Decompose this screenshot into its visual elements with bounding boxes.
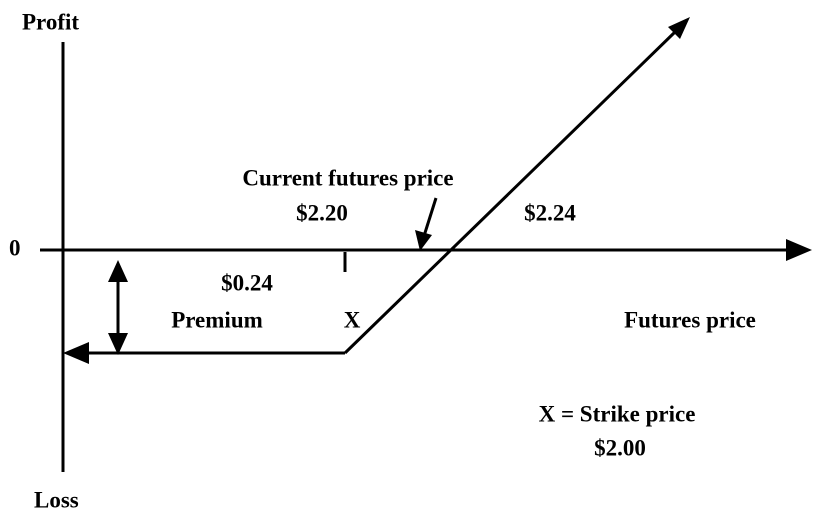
profit-label: Profit: [22, 9, 79, 34]
strike-marker: X: [344, 307, 361, 332]
pointer-arrow: [415, 230, 432, 251]
premium-value: $0.24: [221, 270, 273, 295]
premium-label: Premium: [171, 307, 263, 332]
payoff-flat-arrow: [63, 342, 89, 364]
x-axis-arrow: [786, 239, 812, 261]
loss-label: Loss: [34, 487, 79, 512]
breakeven: $2.24: [524, 200, 576, 225]
premium-arrow-down: [108, 333, 128, 355]
premium-arrow-up: [108, 260, 128, 282]
current-price-title: Current futures price: [242, 165, 453, 190]
pointer-line: [422, 197, 438, 237]
x-axis-label: Futures price: [624, 307, 756, 332]
strike-title: X = Strike price: [539, 401, 696, 426]
payoff-rising: [343, 30, 677, 355]
payoff-rising-arrow: [668, 17, 690, 39]
current-price: $2.20: [296, 200, 348, 225]
origin-label: 0: [9, 235, 21, 260]
strike-value: $2.00: [594, 435, 646, 460]
